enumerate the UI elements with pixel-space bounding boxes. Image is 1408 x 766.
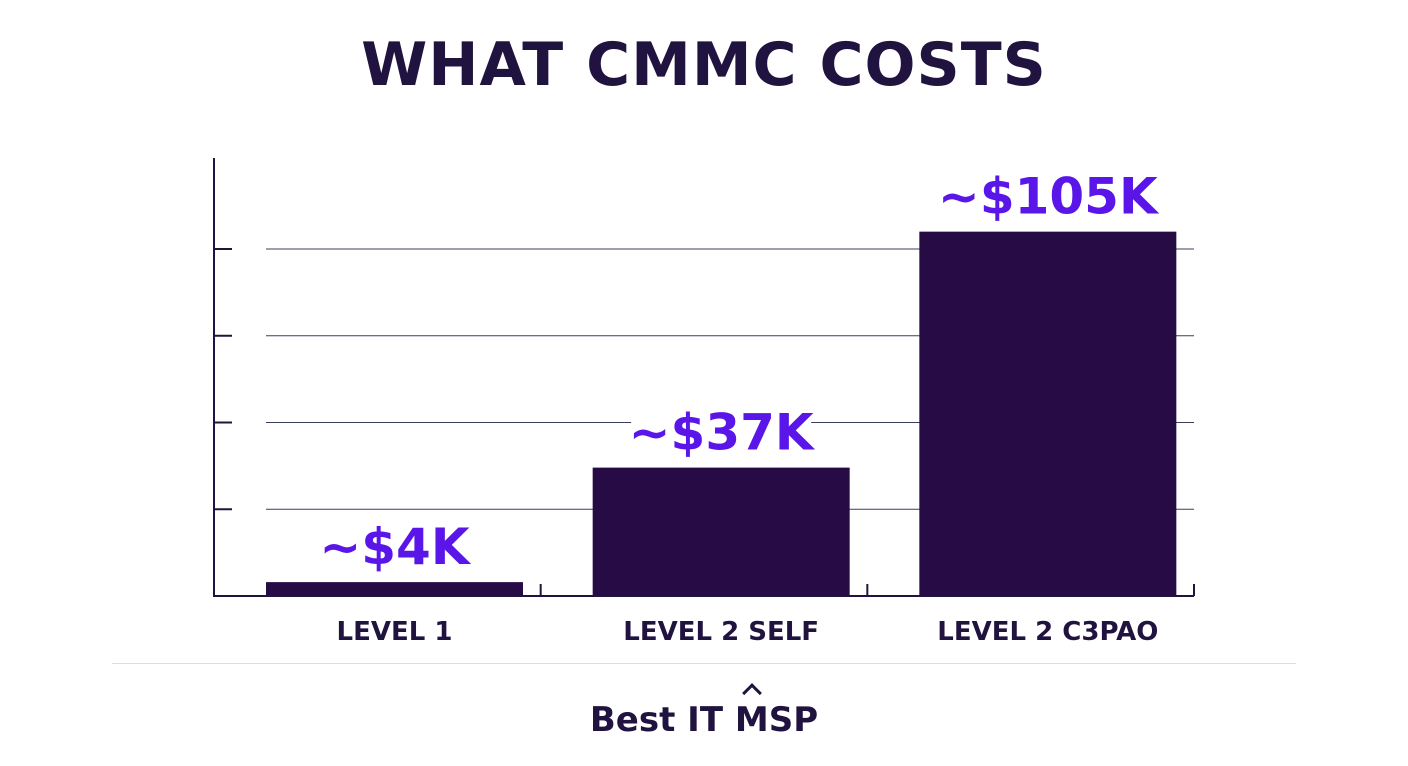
bar-3: [919, 231, 1177, 596]
chart-title: WHAT CMMC COSTS: [361, 30, 1047, 100]
logo-text-sp: SP: [768, 700, 819, 740]
value-label-3: ~$105K: [938, 168, 1160, 226]
axes: [213, 158, 1195, 597]
logo-text-best-it: Best IT: [589, 700, 735, 740]
value-label-backing-1: [320, 514, 469, 577]
value-label-1: ~$4K: [319, 518, 471, 576]
category-label-2: LEVEL 2 SELF: [623, 617, 819, 647]
logo-letter-m: M: [735, 683, 769, 740]
bar-2: [592, 467, 850, 596]
value-label-backing-3: [941, 163, 1154, 226]
category-label-1: LEVEL 1: [337, 617, 453, 647]
category-label-3: LEVEL 2 C3PAO: [937, 617, 1158, 647]
value-label-backing-2: [631, 399, 812, 462]
bars: [266, 231, 1177, 596]
footer-divider: [112, 663, 1296, 664]
brand-logo: Best IT MSP: [0, 683, 1408, 740]
bar-1: [266, 582, 523, 596]
value-label-2: ~$37K: [629, 404, 816, 462]
labels: ~$4K LEVEL 1 ~$37K LEVEL 2 SELF ~$105K LEVEL …: [319, 163, 1160, 647]
